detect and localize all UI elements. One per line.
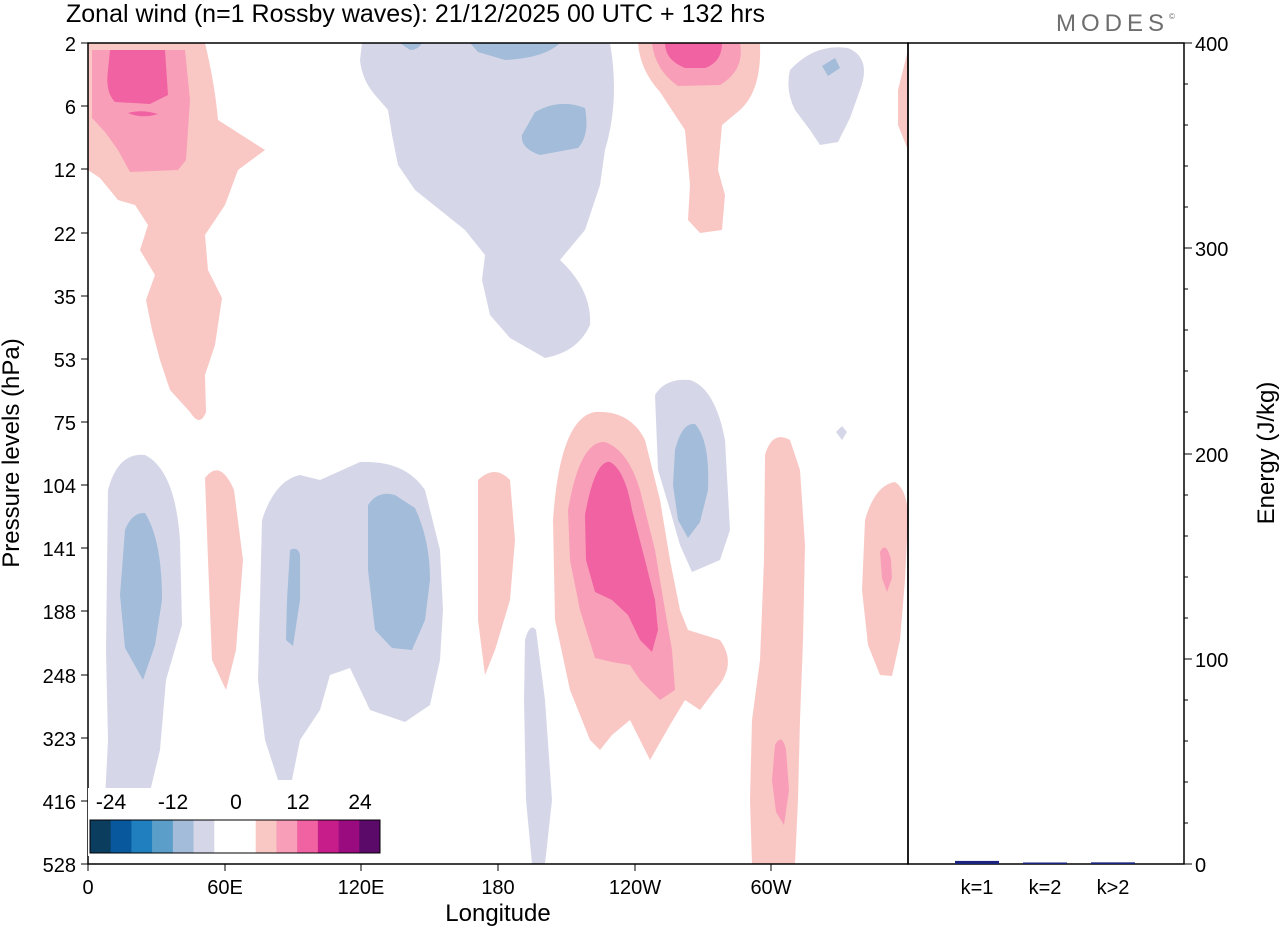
contour-positive-6-lower-180 <box>478 472 515 675</box>
y-tick-label: 6 <box>65 97 76 119</box>
contour-negative-6-upper-60w <box>788 47 864 145</box>
contour-positive-6-upper-east-edge <box>898 50 908 150</box>
y-axis: 2 6 12 22 35 53 75 104 141 188 248 323 4… <box>0 34 88 877</box>
energy-minor-ticks <box>1184 83 1188 824</box>
y-tick-label: 248 <box>43 666 76 688</box>
energy-bar <box>955 860 999 864</box>
contour-negative-12-lower-100w <box>673 423 709 538</box>
copyright-mark: © <box>1169 12 1175 21</box>
contour-negative-12-upper-c <box>521 103 587 155</box>
y-tick-label: 75 <box>54 413 76 435</box>
contour-positive-12-lower-20w <box>880 547 892 592</box>
contour-negative-6-upper <box>360 43 614 358</box>
energy-category-label: k=1 <box>961 877 994 899</box>
colorbar-frame <box>89 819 381 854</box>
energy-bars <box>955 860 1135 864</box>
contour-positive-18-lower-120w <box>585 461 658 652</box>
energy-axis-label: Energy (J/kg) <box>1253 382 1280 525</box>
colorbar-tick-label: -12 <box>158 791 188 814</box>
contour-negative-6-small-45w <box>836 426 847 440</box>
energy-bar <box>1023 862 1067 864</box>
contour-fields <box>88 43 908 864</box>
contour-negative-12-upper-a <box>470 43 560 60</box>
colorbar-tick-label: -24 <box>96 791 127 814</box>
energy-category-label: k>2 <box>1097 877 1130 899</box>
energy-bar <box>1091 862 1135 864</box>
colorbar-cell <box>338 820 360 853</box>
contour-positive-18-upper-west <box>107 50 168 104</box>
modes-logo: MODES© <box>1056 10 1175 38</box>
energy-y-axis: 400 300 200 100 0 Energy (J/kg) <box>1184 34 1280 877</box>
contour-positive-6-lower-60e <box>205 470 243 690</box>
x-tick-label: 0 <box>82 877 93 899</box>
energy-tick-label: 0 <box>1195 855 1206 877</box>
contour-negative-12-lower-west <box>120 512 162 680</box>
colorbar-cell <box>172 820 194 853</box>
x-tick-label: 120E <box>338 877 385 899</box>
x-tick-label: 120W <box>609 877 661 899</box>
y-tick-label: 104 <box>43 476 76 498</box>
energy-category-label: k=2 <box>1029 877 1062 899</box>
y-axis-label: Pressure levels (hPa) <box>0 338 25 567</box>
contour-plot: 2 6 12 22 35 53 75 104 141 188 248 323 4… <box>0 34 909 927</box>
contour-negative-6-lower-170w <box>524 627 552 864</box>
energy-panel: 400 300 200 100 0 Energy (J/kg) k=1 k=2 … <box>907 34 1280 899</box>
y-tick-label: 141 <box>43 539 76 561</box>
colorbar-cell <box>152 820 174 853</box>
contour-negative-12-lower-85e <box>286 548 300 646</box>
x-axis: 0 60E 120E 180 120W 60W Longitude <box>82 864 792 927</box>
colorbar-cell <box>131 820 153 853</box>
colorbar-tick-label: 0 <box>230 791 242 814</box>
colorbar-cell <box>90 820 112 853</box>
energy-panel-frame <box>907 42 1185 865</box>
energy-tick-label: 200 <box>1195 445 1228 467</box>
energy-tick-label: 400 <box>1195 34 1228 56</box>
chart-title: Zonal wind (n=1 Rossby waves): 21/12/202… <box>66 0 765 28</box>
contour-positive-6-lower-60w <box>750 437 805 864</box>
x-tick-label: 60E <box>207 877 243 899</box>
colorbar-cell <box>193 820 215 853</box>
modes-logo-text: MODES <box>1056 10 1170 37</box>
colorbar-cell <box>214 820 236 853</box>
y-tick-label: 53 <box>54 350 76 372</box>
energy-tick-label: 100 <box>1195 650 1228 672</box>
contour-negative-12-lower-130e <box>368 493 430 650</box>
colorbar-cell <box>255 820 277 853</box>
colorbar-cell <box>317 820 339 853</box>
colorbar-cell <box>235 820 257 853</box>
colorbar-cell <box>297 820 319 853</box>
colorbar-cell <box>276 820 298 853</box>
colorbar-tick-label: 12 <box>286 791 309 814</box>
colorbar-tick-label: 24 <box>348 791 372 814</box>
y-tick-label: 188 <box>43 602 76 624</box>
x-tick-label: 60W <box>750 877 791 899</box>
y-tick-label: 323 <box>43 729 76 751</box>
y-tick-label: 22 <box>54 224 76 246</box>
contour-negative-12-upper-b <box>400 43 422 50</box>
colorbar-cell <box>359 820 381 853</box>
y-tick-label: 35 <box>54 287 76 309</box>
colorbar-cell <box>110 820 132 853</box>
contour-positive-18-upper-120w <box>665 43 722 68</box>
y-tick-label: 12 <box>54 160 76 182</box>
contour-negative-12-upper-60w <box>822 58 840 76</box>
contour-positive-12-lower-60w <box>772 739 789 825</box>
contour-positive-18-upper-west-strip <box>128 111 158 117</box>
colorbar-cells <box>90 820 381 853</box>
y-tick-label: 416 <box>43 792 76 814</box>
y-tick-label: 2 <box>65 34 76 56</box>
x-axis-label: Longitude <box>445 900 550 927</box>
colorbar: -24 -12 0 12 24 <box>88 788 382 856</box>
x-tick-label: 180 <box>481 877 514 899</box>
y-tick-label: 528 <box>43 855 76 877</box>
energy-tick-label: 300 <box>1195 239 1228 261</box>
contour-positive-6-upper-120w <box>638 43 761 233</box>
